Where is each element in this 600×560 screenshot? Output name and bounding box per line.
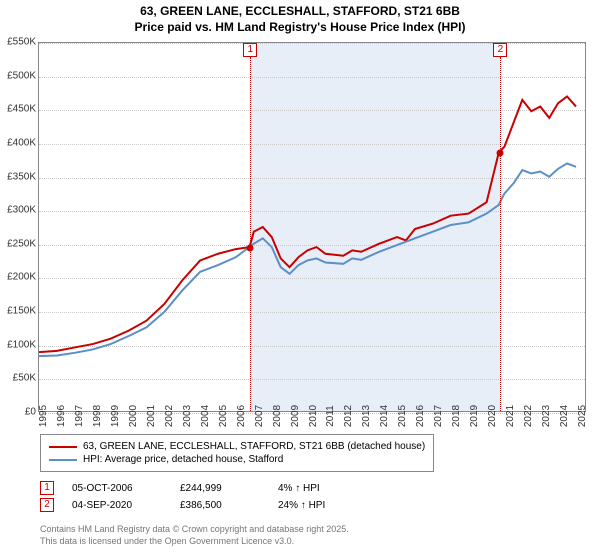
- event-date: 04-SEP-2020: [72, 500, 162, 511]
- event-row: 2 04-SEP-2020 £386,500 24% ↑ HPI: [40, 498, 325, 512]
- ytick-label: £150K: [0, 306, 36, 317]
- ytick-label: £350K: [0, 171, 36, 182]
- ytick-label: £250K: [0, 238, 36, 249]
- event-row: 1 05-OCT-2006 £244,999 4% ↑ HPI: [40, 481, 325, 495]
- series-hpi: [39, 163, 576, 356]
- event-date: 05-OCT-2006: [72, 483, 162, 494]
- chart-title: 63, GREEN LANE, ECCLESHALL, STAFFORD, ST…: [0, 0, 600, 35]
- legend: 63, GREEN LANE, ECCLESHALL, STAFFORD, ST…: [40, 434, 434, 472]
- footer-line2: This data is licensed under the Open Gov…: [40, 536, 349, 548]
- marker-line: [250, 57, 251, 411]
- title-line1: 63, GREEN LANE, ECCLESHALL, STAFFORD, ST…: [0, 4, 600, 20]
- ytick-label: £200K: [0, 272, 36, 283]
- marker-box: 1: [243, 43, 257, 57]
- event-delta: 24% ↑ HPI: [278, 500, 325, 511]
- event-price: £244,999: [180, 483, 260, 494]
- footer-line1: Contains HM Land Registry data © Crown c…: [40, 524, 349, 536]
- ytick-label: £0: [0, 407, 36, 418]
- chart-plot-area: 12: [38, 42, 586, 412]
- footer-attribution: Contains HM Land Registry data © Crown c…: [40, 524, 349, 547]
- legend-item: 63, GREEN LANE, ECCLESHALL, STAFFORD, ST…: [49, 441, 425, 452]
- ytick-label: £400K: [0, 137, 36, 148]
- legend-swatch: [49, 459, 77, 461]
- legend-label: 63, GREEN LANE, ECCLESHALL, STAFFORD, ST…: [83, 441, 425, 452]
- ytick-label: £450K: [0, 104, 36, 115]
- event-price: £386,500: [180, 500, 260, 511]
- title-line2: Price paid vs. HM Land Registry's House …: [0, 20, 600, 36]
- marker-line: [500, 57, 501, 411]
- legend-swatch: [49, 446, 77, 448]
- line-series: [39, 43, 585, 411]
- legend-item: HPI: Average price, detached house, Staf…: [49, 454, 425, 465]
- ytick-label: £50K: [0, 373, 36, 384]
- ytick-label: £550K: [0, 37, 36, 48]
- legend-label: HPI: Average price, detached house, Staf…: [83, 454, 283, 465]
- event-marker-ref: 1: [40, 481, 54, 495]
- marker-dot: [247, 245, 254, 252]
- series-price_paid: [39, 97, 576, 353]
- event-marker-ref: 2: [40, 498, 54, 512]
- event-delta: 4% ↑ HPI: [278, 483, 320, 494]
- marker-box: 2: [493, 43, 507, 57]
- ytick-label: £300K: [0, 205, 36, 216]
- ytick-label: £100K: [0, 339, 36, 350]
- sale-events-table: 1 05-OCT-2006 £244,999 4% ↑ HPI 2 04-SEP-2020…: [40, 478, 325, 515]
- marker-dot: [497, 150, 504, 157]
- ytick-label: £500K: [0, 70, 36, 81]
